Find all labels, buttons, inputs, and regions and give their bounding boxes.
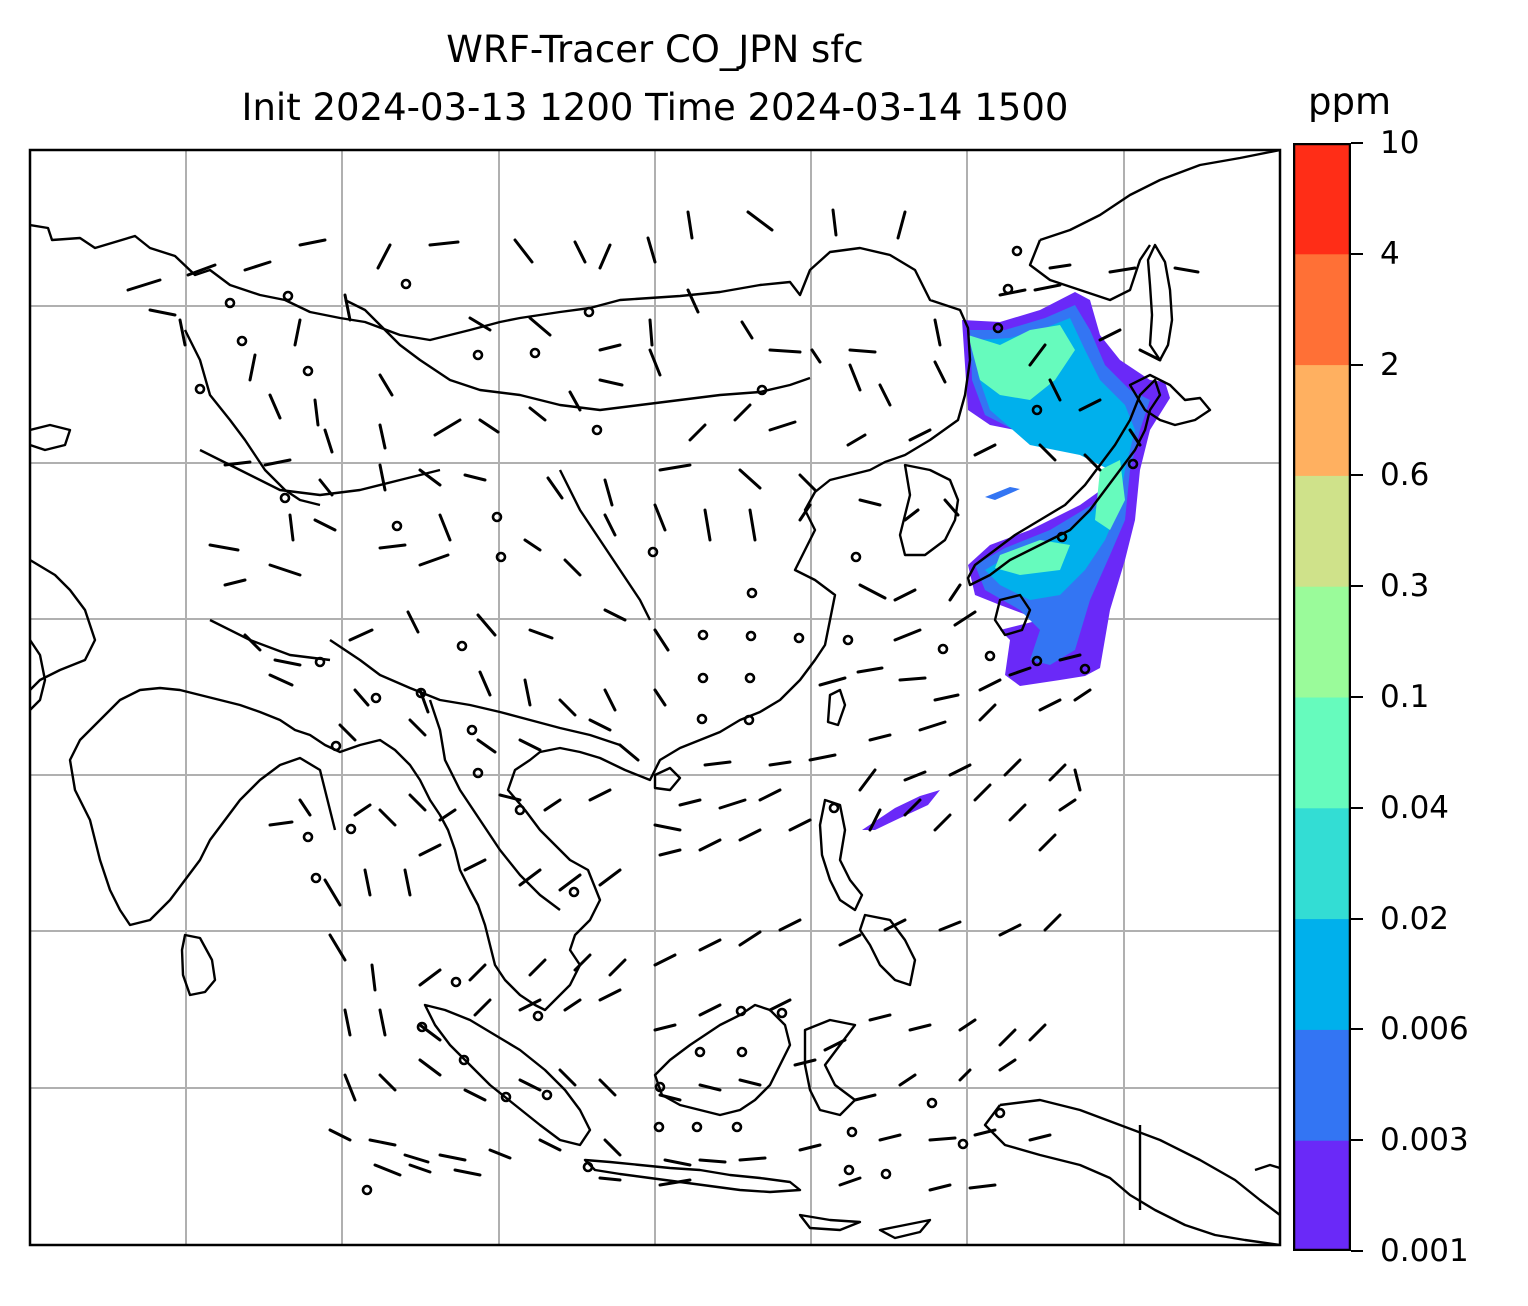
colorbar-segment (1293, 1029, 1351, 1141)
colorbar-tick-label: 2 (1380, 346, 1400, 383)
map-frame (28, 148, 1282, 1247)
coast-philippines-luzon (818, 798, 864, 912)
coastlines (30, 150, 1280, 1245)
colorbar-tick-label: 0.006 (1380, 1011, 1469, 1048)
colorbar-segment (1293, 807, 1351, 920)
coast-russia-far-east (1028, 150, 1280, 302)
colorbar-segment (1293, 697, 1351, 809)
coast-korea (898, 463, 960, 557)
wind-barbs (126, 208, 1200, 1192)
coast-asia-mainland (30, 223, 972, 1012)
co-tracer-plume (862, 292, 1170, 830)
coast-sakhalin (1146, 243, 1174, 362)
colorbar-tick (1351, 696, 1363, 698)
colorbar-tick-label: 4 (1380, 235, 1400, 272)
colorbar-tick (1351, 585, 1363, 588)
chart-title: WRF-Tracer CO_JPN sfc (446, 28, 864, 71)
colorbar-segment (1293, 475, 1351, 587)
colorbar-tick-label: 0.003 (1380, 1122, 1469, 1159)
border-china-southeast (329, 639, 621, 747)
border-inner-asia-1 (199, 448, 441, 497)
colorbar-tick-label: 0.001 (1380, 1233, 1469, 1269)
calm-wind-markers (194, 245, 1139, 1196)
colorbar-tick-label: 0.04 (1380, 789, 1450, 826)
coast-sri-lanka (180, 933, 217, 997)
colorbar-tick (1351, 1250, 1363, 1252)
plume-korea-strip (985, 487, 1020, 500)
coast-philippines-south (858, 913, 917, 987)
coast-east-edge-island (1254, 1163, 1280, 1172)
coast-japan-hokkaido (1128, 373, 1212, 427)
colorbar-tick-label: 0.1 (1380, 679, 1430, 715)
border-inner-asia-2 (209, 618, 331, 662)
coast-borneo (653, 1003, 792, 1117)
colorbar-tick (1351, 806, 1363, 809)
colorbar-frame (1293, 143, 1351, 1251)
colorbar-tick-label: 0.6 (1380, 457, 1430, 494)
colorbar-segment (1293, 586, 1351, 698)
colorbar-tick (1351, 363, 1363, 366)
coast-java (583, 1158, 802, 1194)
coast-japan-kyushu (993, 593, 1032, 637)
coast-taiwan (826, 688, 847, 727)
border-indochina (428, 699, 561, 911)
coast-arabia-edge (30, 639, 47, 711)
coast-india-west (30, 558, 97, 691)
chart-subtitle: Init 2024-03-13 1200 Time 2024-03-14 150… (241, 86, 1069, 129)
plume-peak (968, 325, 1125, 575)
colorbar-tick-label: 10 (1380, 125, 1420, 161)
colorbar-segment (1293, 364, 1351, 476)
colorbar-tick-label: 0.3 (1380, 568, 1430, 605)
coast-caspian (30, 423, 72, 452)
colorbar (1293, 143, 1351, 1251)
border-inner-asia-3 (558, 469, 652, 621)
colorbar-tick (1351, 1028, 1363, 1031)
colorbar-segment (1293, 143, 1351, 255)
colorbar-tick (1351, 252, 1363, 255)
coast-hainan (653, 766, 682, 792)
colorbar-tick (1351, 474, 1363, 477)
colorbar-segment (1293, 1140, 1351, 1251)
colorbar-tick (1351, 142, 1363, 144)
colorbar-segment (1293, 918, 1351, 1030)
coast-sulawesi (803, 1018, 857, 1117)
coast-timor (878, 1218, 932, 1240)
coast-lesser-sunda (798, 1213, 862, 1232)
colorbar-units: ppm (1308, 80, 1392, 123)
colorbar-tick (1351, 917, 1363, 920)
border-india (183, 329, 321, 507)
colorbar-tick-label: 0.02 (1380, 900, 1450, 937)
colorbar-tick (1351, 1139, 1363, 1142)
coast-japan-honshu (966, 378, 1162, 587)
colorbar-segment (1293, 253, 1351, 366)
coast-new-guinea (983, 1098, 1280, 1245)
border-china-mongolia (344, 298, 811, 412)
